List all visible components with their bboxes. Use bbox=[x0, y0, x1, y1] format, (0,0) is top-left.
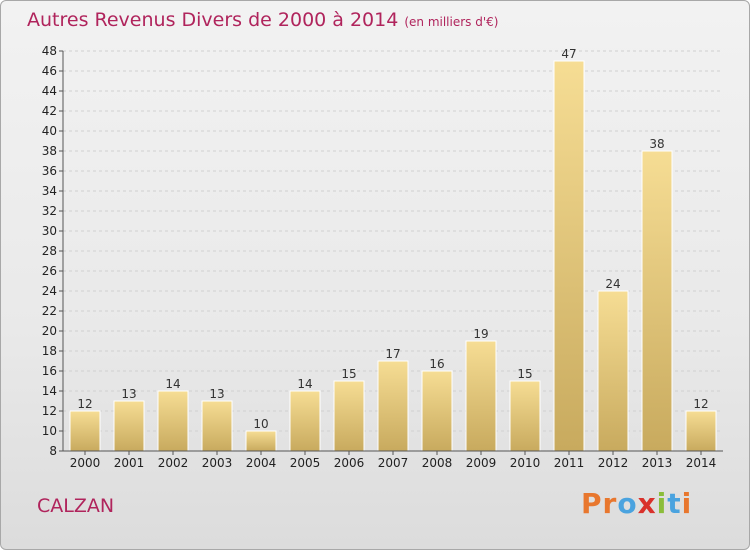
x-tick-label: 2010 bbox=[510, 456, 541, 470]
logo-letter: i bbox=[656, 487, 668, 520]
y-tick-label: 46 bbox=[42, 64, 57, 78]
bar-value-label: 14 bbox=[165, 377, 180, 391]
bar-series bbox=[69, 60, 717, 452]
bar-value-label: 19 bbox=[473, 327, 488, 341]
y-tick-label: 38 bbox=[42, 144, 57, 158]
logo-letter: i bbox=[681, 487, 693, 520]
bar-value-label: 47 bbox=[561, 47, 576, 61]
bar-value-label: 12 bbox=[77, 397, 92, 411]
chart-title: Autres Revenus Divers de 2000 à 2014 (en … bbox=[27, 9, 498, 31]
bar bbox=[421, 370, 453, 452]
bar bbox=[333, 380, 365, 452]
logo-letter: r bbox=[602, 487, 618, 520]
x-tick-label: 2012 bbox=[598, 456, 629, 470]
bar bbox=[597, 290, 629, 452]
x-tick-label: 2006 bbox=[334, 456, 365, 470]
bar bbox=[201, 400, 233, 452]
x-tick-label: 2007 bbox=[378, 456, 409, 470]
place-name: CALZAN bbox=[37, 495, 115, 517]
x-tick-label: 2001 bbox=[114, 456, 145, 470]
x-tick-label: 2000 bbox=[70, 456, 101, 470]
bar-value-label: 13 bbox=[209, 387, 224, 401]
logo-letter: x bbox=[637, 487, 657, 520]
bar-value-label: 10 bbox=[253, 417, 268, 431]
bar bbox=[69, 410, 101, 452]
bar-value-label: 13 bbox=[121, 387, 136, 401]
bar bbox=[641, 150, 673, 452]
chart-title-text: Autres Revenus Divers de 2000 à 2014 bbox=[27, 9, 399, 31]
y-tick-label: 42 bbox=[42, 104, 57, 118]
bar-value-label: 12 bbox=[693, 397, 708, 411]
x-tick-label: 2013 bbox=[642, 456, 673, 470]
y-tick-label: 26 bbox=[42, 264, 57, 278]
bar-value-label: 15 bbox=[517, 367, 532, 381]
x-tick-label: 2002 bbox=[158, 456, 189, 470]
y-tick-label: 44 bbox=[42, 84, 57, 98]
chart-subtitle: (en milliers d'€) bbox=[404, 15, 499, 29]
bar bbox=[685, 410, 717, 452]
bar bbox=[377, 360, 409, 452]
bar bbox=[245, 430, 277, 452]
bar-value-label: 14 bbox=[297, 377, 312, 391]
logo-letter: o bbox=[617, 487, 638, 520]
y-tick-label: 28 bbox=[42, 244, 57, 258]
bar-value-label: 24 bbox=[605, 277, 620, 291]
x-tick-label: 2005 bbox=[290, 456, 321, 470]
y-tick-label: 20 bbox=[42, 324, 57, 338]
bar bbox=[509, 380, 541, 452]
y-tick-label: 16 bbox=[42, 364, 57, 378]
x-tick-label: 2014 bbox=[686, 456, 717, 470]
bar bbox=[289, 390, 321, 452]
logo-letter: t bbox=[667, 487, 682, 520]
bar bbox=[113, 400, 145, 452]
proxiti-logo: Proxiti bbox=[581, 487, 692, 520]
axes: 8 10 12 14 16 18 20 22 24 26 28 30 32 34 36 38 40 42 44 46 4… bbox=[42, 44, 723, 458]
bar bbox=[465, 340, 497, 452]
x-tick-label: 2004 bbox=[246, 456, 277, 470]
logo-letter: P bbox=[581, 487, 603, 520]
y-tick-label: 36 bbox=[42, 164, 57, 178]
y-tick-label: 30 bbox=[42, 224, 57, 238]
y-tick-label: 32 bbox=[42, 204, 57, 218]
bar bbox=[157, 390, 189, 452]
x-tick-label: 2003 bbox=[202, 456, 233, 470]
x-tick-label: 2009 bbox=[466, 456, 497, 470]
y-tick-label: 12 bbox=[42, 404, 57, 418]
y-tick-label: 24 bbox=[42, 284, 57, 298]
labels: 12 2000 13 2001 14 2002 13 2003 10 2004 14 2005 15 20… bbox=[70, 47, 717, 470]
y-tick-label: 48 bbox=[42, 44, 57, 58]
x-tick-label: 2008 bbox=[422, 456, 453, 470]
bar-value-label: 16 bbox=[429, 357, 444, 371]
y-tick-label: 8 bbox=[49, 444, 57, 458]
y-tick-label: 18 bbox=[42, 344, 57, 358]
y-tick-label: 10 bbox=[42, 424, 57, 438]
y-tick-label: 34 bbox=[42, 184, 57, 198]
bar-value-label: 38 bbox=[649, 137, 664, 151]
x-tick-label: 2011 bbox=[554, 456, 585, 470]
bar bbox=[553, 60, 585, 452]
y-tick-label: 40 bbox=[42, 124, 57, 138]
y-tick-label: 14 bbox=[42, 384, 57, 398]
bar-value-label: 17 bbox=[385, 347, 400, 361]
bar-value-label: 15 bbox=[341, 367, 356, 381]
y-tick-label: 22 bbox=[42, 304, 57, 318]
